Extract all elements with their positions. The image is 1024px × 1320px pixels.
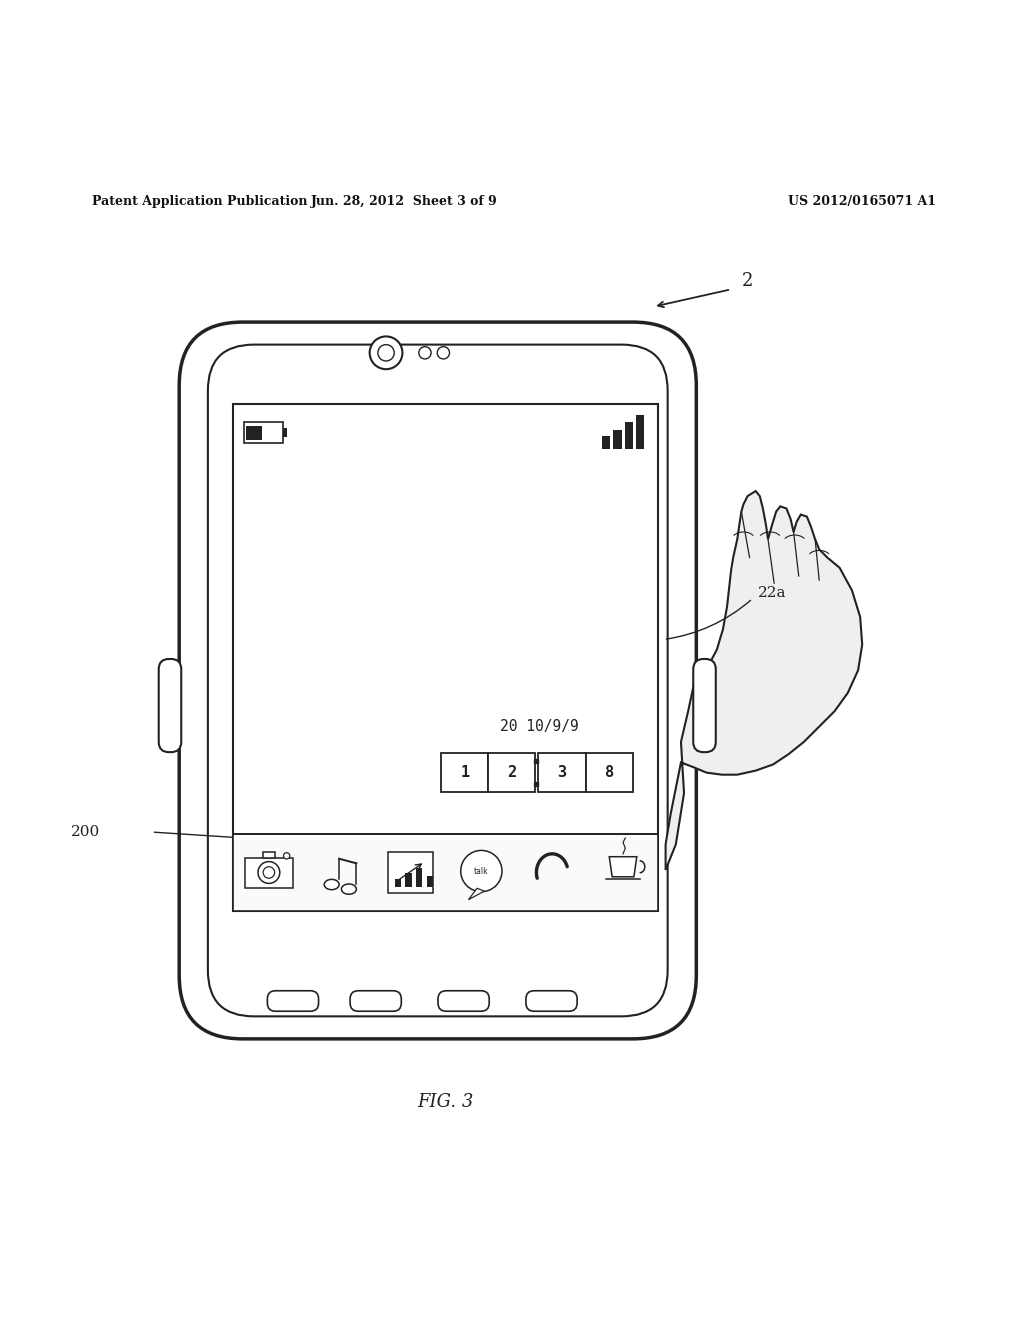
Text: 2: 2: [507, 766, 516, 780]
Bar: [539, 754, 586, 792]
Bar: [395, 879, 401, 887]
Text: 20 10/9/9: 20 10/9/9: [500, 719, 579, 734]
FancyBboxPatch shape: [350, 991, 401, 1011]
Bar: [488, 754, 536, 792]
Text: 22a: 22a: [758, 586, 786, 601]
Polygon shape: [666, 491, 862, 870]
Text: 3: 3: [557, 766, 566, 780]
Bar: [233, 404, 658, 911]
Circle shape: [437, 347, 450, 359]
Text: talk: talk: [474, 866, 488, 875]
Polygon shape: [609, 857, 637, 876]
FancyBboxPatch shape: [179, 322, 696, 1039]
Text: 200: 200: [71, 825, 100, 840]
Bar: [416, 869, 422, 887]
Bar: [602, 436, 610, 449]
Bar: [262, 851, 275, 858]
Bar: [406, 873, 412, 887]
Bar: [636, 416, 644, 449]
Bar: [427, 876, 433, 887]
Circle shape: [263, 867, 274, 878]
FancyBboxPatch shape: [159, 659, 181, 752]
Circle shape: [284, 853, 290, 859]
Bar: [283, 428, 287, 437]
Bar: [246, 425, 262, 440]
FancyBboxPatch shape: [267, 991, 318, 1011]
Bar: [586, 754, 633, 792]
Text: 1: 1: [460, 766, 469, 780]
Bar: [441, 754, 488, 792]
Text: 8: 8: [604, 766, 613, 780]
Circle shape: [378, 345, 394, 360]
Text: Patent Application Publication: Patent Application Publication: [92, 195, 307, 207]
Ellipse shape: [341, 884, 356, 894]
Bar: [245, 858, 293, 888]
Ellipse shape: [325, 879, 339, 890]
FancyBboxPatch shape: [526, 991, 578, 1011]
Text: 2: 2: [741, 272, 754, 290]
Circle shape: [419, 347, 431, 359]
FancyBboxPatch shape: [438, 991, 489, 1011]
Circle shape: [370, 337, 402, 370]
Circle shape: [258, 862, 280, 883]
FancyBboxPatch shape: [693, 659, 716, 752]
Bar: [613, 429, 622, 449]
FancyBboxPatch shape: [208, 345, 668, 1016]
Text: Jun. 28, 2012  Sheet 3 of 9: Jun. 28, 2012 Sheet 3 of 9: [311, 195, 498, 207]
Text: US 2012/0165071 A1: US 2012/0165071 A1: [788, 195, 937, 207]
Text: FIG. 3: FIG. 3: [417, 1093, 474, 1111]
Bar: [233, 834, 658, 911]
Bar: [388, 851, 433, 894]
Polygon shape: [468, 888, 484, 900]
Bar: [625, 422, 633, 449]
Circle shape: [461, 850, 502, 892]
Bar: [244, 422, 283, 444]
